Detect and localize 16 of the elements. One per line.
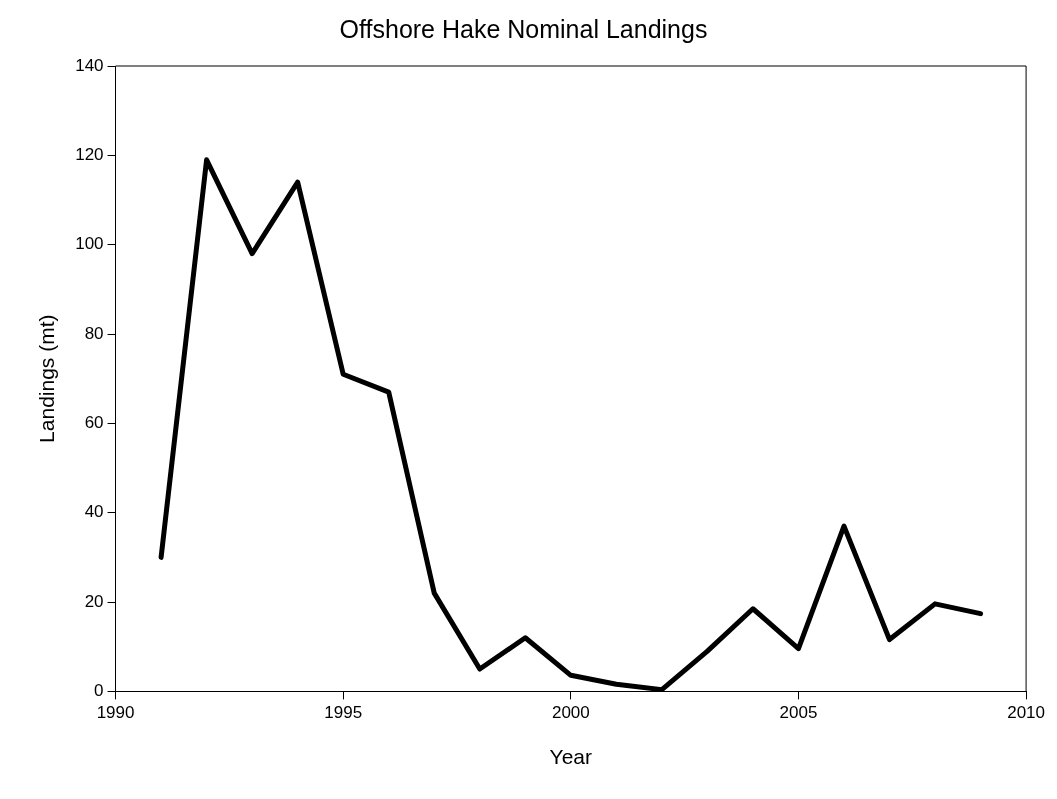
y-tick-label: 20	[84, 591, 104, 611]
y-tick-label: 140	[75, 55, 104, 75]
x-tick-label: 1990	[96, 703, 135, 723]
y-tick-label: 120	[75, 145, 104, 165]
x-tick-label: 2005	[779, 703, 818, 723]
x-tick-label: 2000	[551, 703, 590, 723]
chart-title: Offshore Hake Nominal Landings	[339, 14, 708, 43]
x-axis-title: Year	[549, 745, 593, 769]
y-tick-label: 60	[84, 413, 104, 433]
y-tick-label: 40	[84, 502, 104, 522]
y-axis-title: Landings (mt)	[35, 314, 59, 443]
x-tick-label: 1995	[324, 703, 363, 723]
y-tick-label: 80	[84, 323, 104, 343]
y-tick-label: 0	[94, 681, 104, 701]
x-tick-label: 2010	[1007, 703, 1045, 723]
y-tick-label: 100	[75, 234, 104, 254]
